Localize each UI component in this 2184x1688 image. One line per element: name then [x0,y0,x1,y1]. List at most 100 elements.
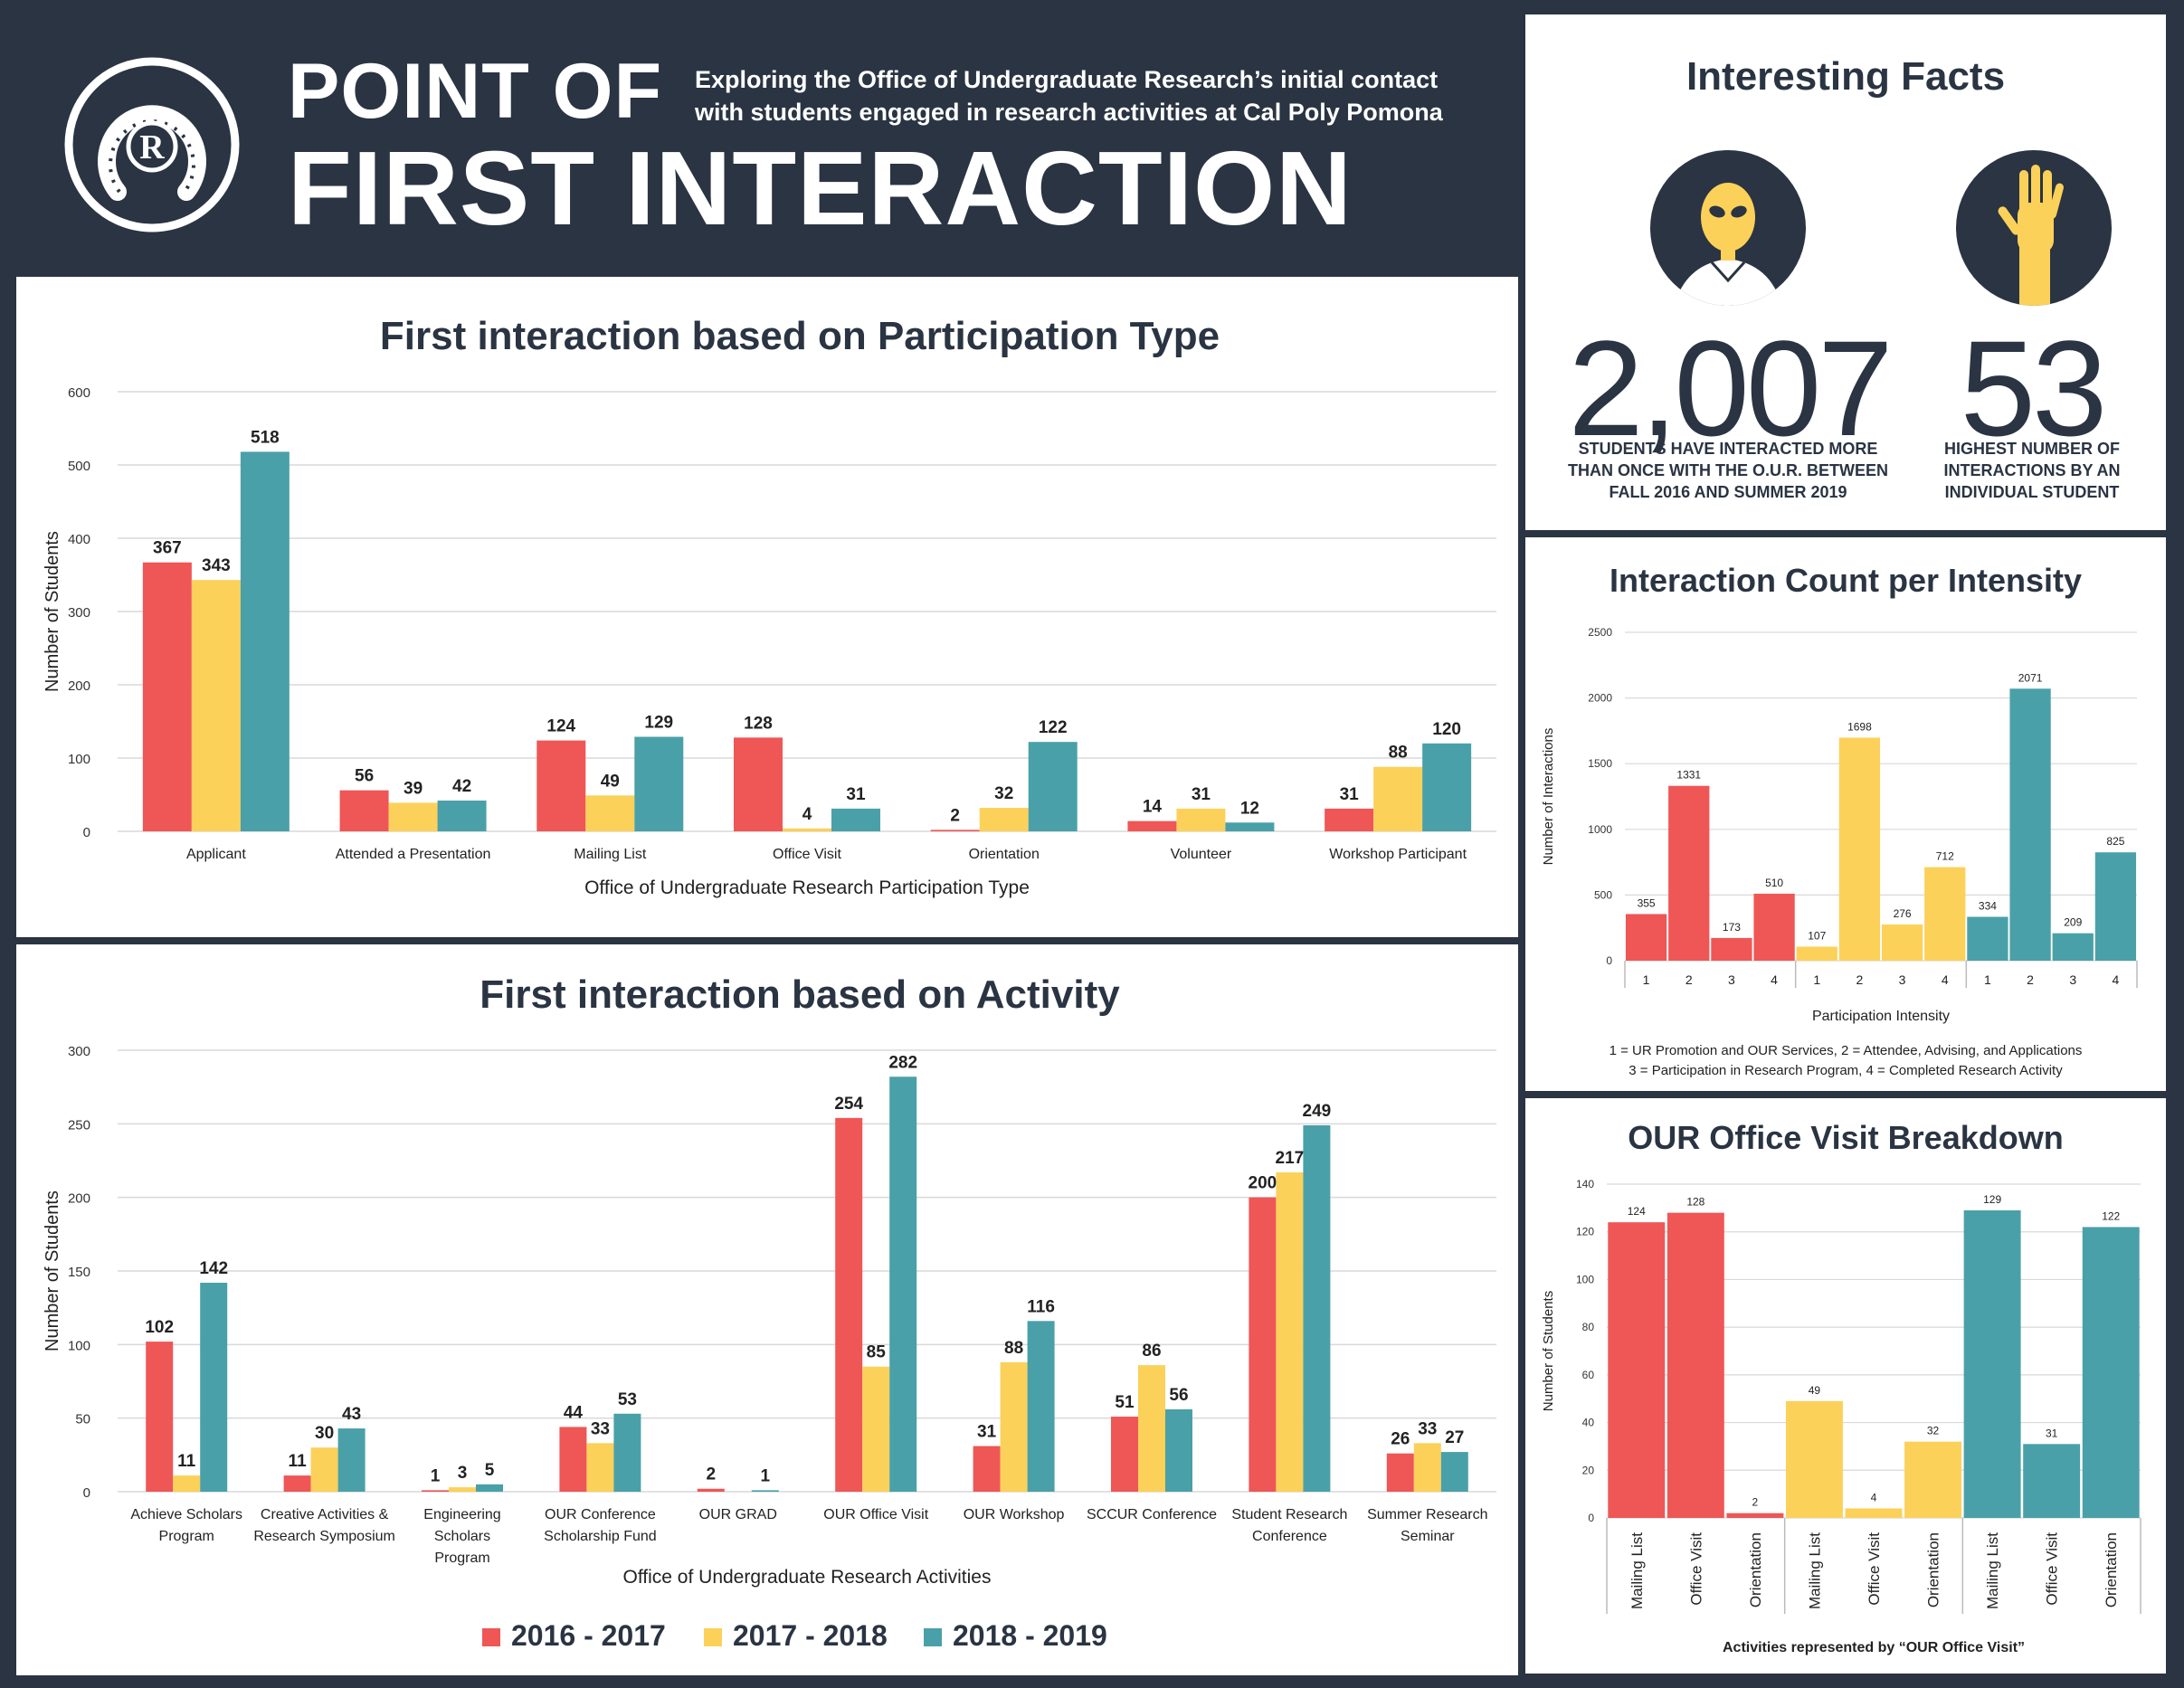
x-tick-label: Program [159,1529,214,1544]
bar [2082,1227,2140,1518]
alien-person-icon [1650,150,1806,306]
data-label: 120 [1432,720,1461,739]
bar [191,580,241,831]
y-tick-label: 1000 [1588,823,1612,836]
bar [1711,937,1752,961]
data-label: 4 [1871,1491,1877,1503]
x-tick-label: Volunteer [1171,847,1232,862]
data-label: 44 [564,1403,584,1422]
y-tick-label: 200 [68,1191,90,1207]
data-label: 31 [1192,785,1211,804]
data-label: 367 [153,539,182,558]
bar [476,1484,503,1492]
data-label: 129 [644,714,673,733]
x-tick-label: Creative Activities & [261,1507,389,1522]
bar [200,1283,228,1492]
x-tick-label: 3 [1728,972,1735,987]
x-tick-label: Office Visit [1866,1532,1883,1606]
data-label: 122 [1039,718,1068,737]
bar [1967,916,2008,961]
bar [1249,1197,1277,1492]
data-label: 129 [1983,1193,2001,1206]
data-label: 173 [1723,921,1741,934]
chart-title: OUR Office Visit Breakdown [1628,1119,2063,1156]
title-line-2: FIRST INTERACTION [288,129,1353,247]
interesting-facts-panel: Interesting Facts [1525,14,2166,530]
bar [1726,1513,1784,1518]
data-label: 31 [1340,785,1360,804]
x-axis-label: Office of Undergraduate Research Partici… [584,877,1030,898]
data-label: 14 [1143,798,1163,817]
fact-1-number: 2,007 [1568,312,1893,464]
y-tick-label: 140 [1576,1178,1594,1190]
participation-chart: First interaction based on Participation… [43,314,1496,898]
bar [1386,1453,1414,1492]
data-label: 12 [1240,799,1259,818]
data-label: 124 [546,717,575,736]
bar [1785,1400,1843,1518]
x-tick-label: 3 [2069,972,2076,987]
y-tick-label: 100 [68,752,90,767]
y-tick-label: 250 [68,1117,90,1133]
x-tick-label: Mailing List [1806,1532,1823,1609]
x-tick-label: Applicant [186,847,246,862]
y-tick-label: 60 [1582,1369,1595,1381]
data-label: 2 [1752,1496,1759,1509]
bar [783,828,831,831]
fact-2-caption: HIGHEST NUMBER OF INTERACTIONS BY AN IND… [1943,440,2121,501]
y-tick-label: 50 [75,1412,90,1427]
y-tick-label: 1500 [1588,757,1612,770]
bar [862,1366,890,1492]
y-tick-label: 300 [68,605,90,621]
data-label: 27 [1445,1428,1464,1447]
data-label: 128 [744,714,773,733]
data-label: 825 [2106,835,2124,848]
horseshoe-logo-icon: R [64,57,240,232]
x-tick-label: SCCUR Conference [1087,1507,1217,1522]
data-label: 1331 [1676,769,1701,782]
y-tick-label: 2000 [1588,692,1612,705]
x-tick-label: Office Visit [1687,1532,1704,1606]
y-tick-label: 400 [68,532,90,547]
data-label: 86 [1142,1342,1161,1361]
title-line-1: POINT OF [288,48,663,135]
legend-label: 2018 - 2019 [953,1619,1107,1652]
bar [1796,946,1837,961]
data-label: 1 [761,1466,771,1485]
data-label: 102 [145,1318,174,1337]
data-label: 4 [802,805,812,824]
y-tick-label: 500 [1594,888,1612,901]
x-tick-label: Workshop Participant [1329,847,1467,862]
x-tick-label: Conference [1252,1529,1327,1544]
data-label: 209 [2064,916,2082,929]
bar [339,790,389,831]
data-label: 116 [1027,1297,1055,1316]
x-tick-label: 3 [1899,972,1906,987]
office-visit-chart-panel: OUR Office Visit Breakdown 0 20 40 60 80 100 12… [1525,1098,2166,1674]
x-tick-label: Orientation [969,847,1040,862]
data-label: 200 [1249,1174,1277,1193]
raised-hand-icon [1956,150,2112,306]
bar [449,1487,476,1492]
data-label: 42 [452,777,471,796]
y-tick-label: 0 [83,1485,90,1501]
bar [240,451,290,831]
data-label: 2 [707,1465,717,1484]
footnote-line-1: 1 = UR Promotion and OUR Services, 2 = A… [1610,1043,2083,1058]
x-tick-label: 1 [1643,972,1650,987]
intensity-chart: Interaction Count per Intensity 0 500 1000 1… [1541,562,2138,1078]
x-tick-label: 1 [1984,972,1991,987]
x-tick-label: 1 [1813,972,1820,987]
data-label: 355 [1638,896,1656,909]
x-tick-label: Achieve Scholars [130,1507,242,1522]
data-label: 3 [458,1464,468,1483]
data-label: 32 [994,784,1013,803]
x-axis-label: Office of Undergraduate Research Activit… [623,1567,992,1588]
bar [1303,1124,1331,1492]
intensity-chart-panel: Interaction Count per Intensity 0 500 1000 1… [1525,537,2166,1091]
data-label: 33 [1418,1419,1437,1438]
x-tick-label: Scholarship Fund [544,1529,657,1544]
bar [422,1490,449,1492]
y-tick-label: 120 [1576,1226,1594,1238]
data-label: 88 [1389,744,1408,763]
